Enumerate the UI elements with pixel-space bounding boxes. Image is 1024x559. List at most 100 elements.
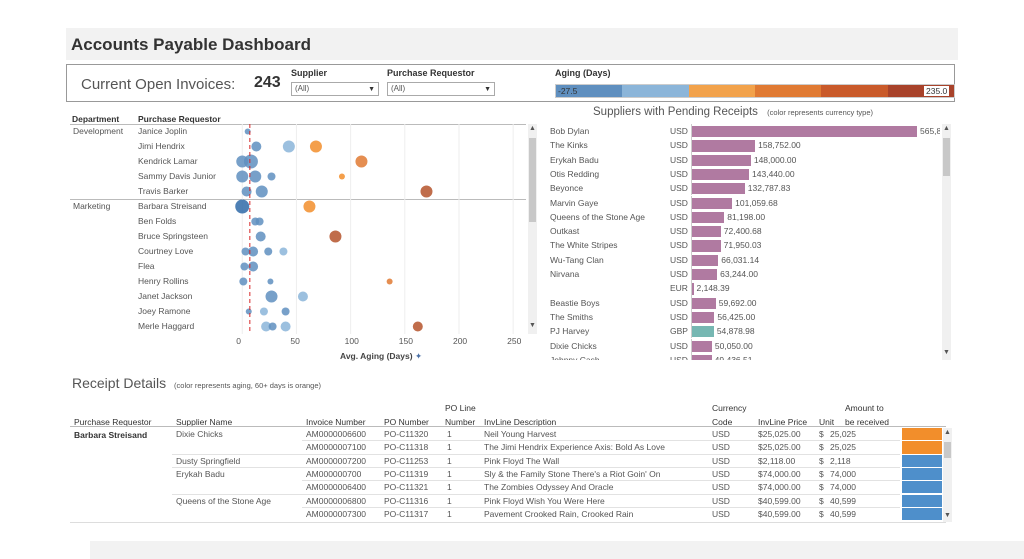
aging-dot[interactable] xyxy=(248,261,259,272)
supplier-name[interactable]: Erykah Badu xyxy=(550,154,599,165)
scroll-down-icon[interactable]: ▼ xyxy=(529,322,536,329)
requestor-row-label[interactable]: Ben Folds xyxy=(138,216,177,226)
supplier-name[interactable]: PJ Harvey xyxy=(550,326,590,337)
aging-dot[interactable] xyxy=(303,200,316,213)
supplier-bar[interactable] xyxy=(692,140,756,152)
scatter-scroll-thumb[interactable] xyxy=(529,138,536,222)
aging-dot[interactable] xyxy=(267,278,274,285)
requestor-row-label[interactable]: Jimi Hendrix xyxy=(138,141,185,151)
scroll-down-icon[interactable]: ▼ xyxy=(944,512,951,519)
aging-dot[interactable] xyxy=(240,262,249,271)
aging-dot[interactable] xyxy=(281,307,290,316)
supplier-name[interactable]: Marvin Gaye xyxy=(550,197,599,208)
requestor-row-label[interactable]: Kendrick Lamar xyxy=(138,156,198,166)
requestor-row-label[interactable]: Bruce Springsteen xyxy=(138,231,208,241)
requestor-row-label[interactable]: Janice Joplin xyxy=(138,126,188,136)
scatter-scrollbar[interactable]: ▲ ▼ xyxy=(528,124,537,334)
supplier-bar[interactable] xyxy=(692,240,721,252)
supplier-name[interactable]: Johnny Cash xyxy=(550,354,600,360)
supplier-bar[interactable] xyxy=(692,197,733,209)
requestor-row-label[interactable]: Travis Barker xyxy=(138,186,189,196)
aging-dot[interactable] xyxy=(268,322,277,331)
supplier-name[interactable]: Wu-Tang Clan xyxy=(550,254,604,265)
aging-dot[interactable] xyxy=(236,170,249,183)
supplier-name[interactable]: Outkast xyxy=(550,226,580,237)
aging-dot[interactable] xyxy=(329,230,342,243)
requestor-row-label[interactable]: Merle Haggard xyxy=(138,321,195,331)
suppliers-scrollbar[interactable]: ▲ ▼ xyxy=(942,124,951,360)
supplier-name[interactable]: The White Stripes xyxy=(550,240,618,251)
table-row[interactable]: AM0000006400 PO-C11321 1 The Zombies Odysse… xyxy=(70,480,946,494)
aging-dot[interactable] xyxy=(245,308,252,315)
supplier-name[interactable]: Beyonce xyxy=(550,183,584,194)
supplier-bar[interactable] xyxy=(692,226,721,238)
supplier-bar[interactable] xyxy=(692,311,715,324)
requestor-row-label[interactable]: Janet Jackson xyxy=(138,291,193,301)
aging-dot[interactable] xyxy=(251,141,262,152)
supplier-bar[interactable] xyxy=(692,211,725,224)
aging-dot[interactable] xyxy=(255,231,266,242)
aging-dot[interactable] xyxy=(241,247,250,256)
aging-dot[interactable] xyxy=(264,247,273,256)
aging-dot[interactable] xyxy=(309,140,322,153)
supplier-filter-select[interactable]: (All) ▼ xyxy=(291,82,379,96)
supplier-name[interactable]: Nirvana xyxy=(550,269,580,279)
supplier-bar[interactable] xyxy=(692,269,718,281)
table-row[interactable]: AM0000007100 PO-C11318 1 The Jimi Hendrix E… xyxy=(70,440,946,454)
supplier-bar[interactable] xyxy=(692,126,917,138)
aging-dot[interactable] xyxy=(244,128,251,135)
supplier-bar[interactable] xyxy=(692,297,716,309)
supplier-name[interactable]: Beastie Boys xyxy=(550,297,600,308)
supplier-bar[interactable] xyxy=(692,254,719,266)
aging-dot[interactable] xyxy=(239,277,248,286)
supplier-bar[interactable] xyxy=(692,283,694,295)
aging-dot[interactable] xyxy=(261,321,272,332)
supplier-bar[interactable] xyxy=(692,183,745,195)
aging-dot[interactable] xyxy=(412,321,423,332)
requestor-row-label[interactable]: Sammy Davis Junior xyxy=(138,171,216,181)
supplier-bar[interactable] xyxy=(692,154,751,166)
aging-dot[interactable] xyxy=(243,154,258,169)
aging-dot[interactable] xyxy=(267,172,276,181)
aging-dot[interactable] xyxy=(420,185,433,198)
aging-dot[interactable] xyxy=(235,199,250,214)
aging-dot[interactable] xyxy=(280,321,291,332)
scroll-up-icon[interactable]: ▲ xyxy=(943,125,950,132)
supplier-name[interactable]: Bob Dylan xyxy=(550,126,590,136)
receipts-scrollbar[interactable]: ▲ ▼ xyxy=(943,428,952,522)
supplier-name[interactable]: Otis Redding xyxy=(550,168,600,179)
aging-dot[interactable] xyxy=(248,246,259,257)
supplier-bar[interactable] xyxy=(692,168,750,181)
supplier-bar[interactable] xyxy=(692,354,712,360)
aging-color-legend[interactable] xyxy=(555,84,955,98)
aging-dot[interactable] xyxy=(338,173,345,180)
table-row[interactable]: Queens of the Stone Age AM0000006800 PO-C1… xyxy=(70,493,946,507)
table-row[interactable]: Erykah Badu AM000000700 PO-C11319 1 Sly & th… xyxy=(70,466,946,481)
aging-dot[interactable] xyxy=(255,185,268,198)
requestor-row-label[interactable]: Henry Rollins xyxy=(138,276,189,286)
aging-dot[interactable] xyxy=(259,307,268,316)
suppliers-scroll-thumb[interactable] xyxy=(943,138,950,176)
supplier-name[interactable]: Dixie Chicks xyxy=(550,340,597,351)
supplier-name[interactable]: The Smiths xyxy=(550,311,593,322)
scroll-up-icon[interactable]: ▲ xyxy=(944,429,951,436)
table-row[interactable]: Dixie Chicks AM0000006600 PO-C11320 1 Neil Y… xyxy=(70,428,946,441)
scroll-down-icon[interactable]: ▼ xyxy=(943,349,950,356)
aging-dot[interactable] xyxy=(249,170,262,183)
aging-dot[interactable] xyxy=(255,217,264,226)
aging-dot[interactable] xyxy=(282,140,295,153)
aging-dot[interactable] xyxy=(279,247,288,256)
aging-dot[interactable] xyxy=(241,186,252,197)
table-row[interactable]: AM0000007300 PO-C11317 1 Pavement Crooked R… xyxy=(70,506,946,521)
aging-dot[interactable] xyxy=(265,290,278,303)
requestor-row-label[interactable]: Courtney Love xyxy=(138,246,194,256)
requestor-row-label[interactable]: Joey Ramone xyxy=(138,306,191,316)
requestor-row-label[interactable]: Flea xyxy=(138,261,155,271)
receipts-scroll-thumb[interactable] xyxy=(944,442,951,458)
requestor-filter-select[interactable]: (All) ▼ xyxy=(387,82,495,96)
aging-dot[interactable] xyxy=(386,278,393,285)
supplier-bar[interactable] xyxy=(692,340,712,352)
supplier-name[interactable]: The Kinks xyxy=(550,140,588,151)
scroll-up-icon[interactable]: ▲ xyxy=(529,125,536,132)
requestor-row-label[interactable]: Barbara Streisand xyxy=(138,201,207,211)
